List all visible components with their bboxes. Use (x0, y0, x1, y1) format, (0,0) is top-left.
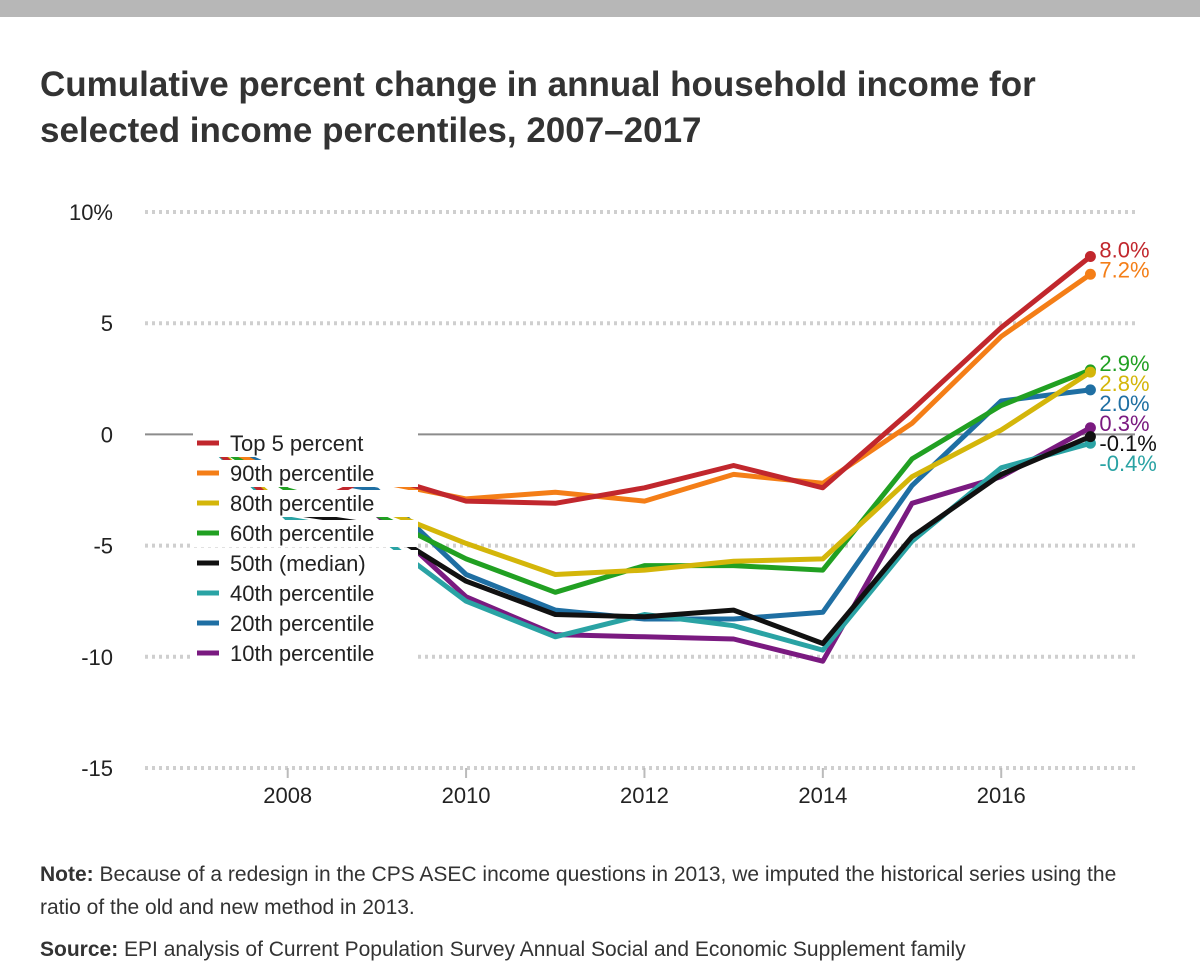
legend-backdrop (193, 490, 418, 517)
legend-label: 80th percentile (230, 491, 374, 516)
y-tick-label: 5 (101, 311, 113, 336)
chart-notes: Note: Because of a redesign in the CPS A… (40, 858, 1160, 975)
legend-label: 90th percentile (230, 461, 374, 486)
x-tick-label: 2016 (977, 783, 1026, 808)
end-value-label: -0.1% (1099, 431, 1156, 456)
source-label: Source: (40, 938, 119, 961)
legend-label: 60th percentile (230, 521, 374, 546)
y-tick-label: 0 (101, 422, 113, 447)
chart-title: Cumulative percent change in annual hous… (40, 65, 1036, 150)
series-end-point (1084, 366, 1096, 378)
note-paragraph: Note: Because of a redesign in the CPS A… (40, 858, 1160, 924)
y-tick-label: -10 (81, 645, 113, 670)
end-value-label: 2.0% (1099, 391, 1149, 416)
end-value-label: 7.2% (1099, 257, 1149, 282)
y-axis: 10% 5 0 -5 -10 -15 (69, 200, 113, 781)
end-value-label: 2.9% (1099, 351, 1149, 376)
x-tick-label: 2014 (798, 783, 847, 808)
x-tick-label: 2008 (263, 783, 312, 808)
note-label: Note: (40, 863, 94, 886)
series-line (196, 254, 1093, 517)
source-text: EPI analysis of Current Population Surve… (118, 938, 966, 961)
legend-label: Top 5 percent (230, 431, 363, 456)
legend-label: 20th percentile (230, 611, 374, 636)
end-value-label: 2.8% (1099, 371, 1149, 396)
legend-backdrop (193, 460, 418, 487)
y-tick-label: 10% (69, 200, 113, 225)
end-value-label: -0.4% (1099, 451, 1156, 476)
y-tick-label: -5 (93, 534, 113, 559)
x-tick-label: 2012 (620, 783, 669, 808)
legend-backdrop (193, 550, 418, 577)
series-end-point (1084, 268, 1096, 280)
note-text: Because of a redesign in the CPS ASEC in… (40, 863, 1117, 919)
legend: Top 5 percent 90th percentile 80th percent… (193, 430, 418, 667)
y-tick-label: -15 (81, 756, 113, 781)
end-value-label: 8.0% (1099, 237, 1149, 262)
legend-backdrop (193, 640, 418, 667)
series-end-point (1084, 431, 1096, 443)
legend-label: 40th percentile (230, 581, 374, 606)
series-end-point (1084, 250, 1096, 262)
legend-backdrop (193, 580, 418, 607)
end-labels: 8.0%7.2% 2.8%2.9% -0.1%-0.4% 2.0%0.3% (1099, 237, 1156, 475)
series-end-point (1084, 422, 1096, 434)
legend-backdrop (193, 610, 418, 637)
x-axis: 2008 2010 2012 2014 2016 (263, 768, 1026, 808)
top-accent-bar (0, 0, 1200, 17)
legend-backdrop (193, 520, 418, 547)
x-tick-label: 2010 (442, 783, 491, 808)
legend-label: 10th percentile (230, 641, 374, 666)
source-paragraph: Source: EPI analysis of Current Populati… (40, 933, 1160, 966)
end-value-label: 0.3% (1099, 411, 1149, 436)
series-end-point (1084, 384, 1096, 396)
legend-label: 50th (median) (230, 551, 366, 576)
legend-backdrop (193, 430, 418, 457)
line-chart: 10% 5 0 -5 -10 -15 2008 2010 2012 2014 2016 Top 5… (69, 200, 1157, 808)
